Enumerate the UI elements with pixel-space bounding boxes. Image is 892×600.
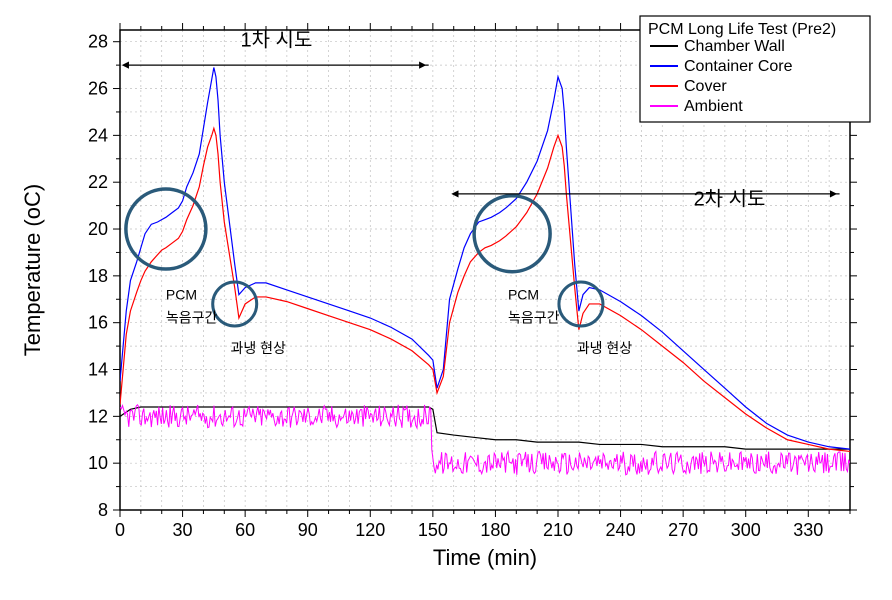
y-tick-label: 10 xyxy=(88,453,108,473)
annotation-text: 녹음구간 xyxy=(508,310,560,326)
x-tick-label: 300 xyxy=(731,520,761,540)
annotation-text: 과냉 현상 xyxy=(577,340,633,356)
x-axis-label: Time (min) xyxy=(433,545,537,570)
annotation-text: PCM xyxy=(508,286,539,302)
annotation-text: 과냉 현상 xyxy=(231,340,287,356)
y-tick-label: 14 xyxy=(88,360,108,380)
legend-label: Ambient xyxy=(684,98,743,115)
temperature-chart: 0 30 60 90 120 150 180 210 240 270 300 330 8 10 12 14 16… xyxy=(0,0,892,600)
annotation-text: 1차 시도 xyxy=(240,28,312,51)
x-tick-label: 30 xyxy=(173,520,193,540)
x-tick-label: 90 xyxy=(298,520,318,540)
y-tick-label: 28 xyxy=(88,32,108,52)
x-tick-label: 60 xyxy=(235,520,255,540)
annotation-text: 2차 시도 xyxy=(694,188,766,211)
x-tick-label: 270 xyxy=(668,520,698,540)
x-tick-label: 120 xyxy=(355,520,385,540)
y-axis-label: Temperature (oC) xyxy=(20,184,45,356)
y-tick-label: 18 xyxy=(88,266,108,286)
x-tick-label: 180 xyxy=(480,520,510,540)
x-tick-label: 240 xyxy=(606,520,636,540)
chart-container: 0 30 60 90 120 150 180 210 240 270 300 330 8 10 12 14 16… xyxy=(0,0,892,600)
annotation-text: PCM xyxy=(166,286,197,302)
y-tick-label: 20 xyxy=(88,219,108,239)
y-tick-label: 8 xyxy=(98,500,108,520)
legend-title: PCM Long Life Test (Pre2) xyxy=(648,21,836,38)
x-tick-label: 150 xyxy=(418,520,448,540)
legend-label: Cover xyxy=(684,78,727,95)
legend-label: Container Core xyxy=(684,58,793,75)
y-tick-label: 22 xyxy=(88,172,108,192)
legend-label: Chamber Wall xyxy=(684,38,785,55)
y-tick-label: 26 xyxy=(88,79,108,99)
annotation-text: 녹음구간 xyxy=(166,310,218,326)
x-tick-label: 210 xyxy=(543,520,573,540)
y-tick-label: 16 xyxy=(88,313,108,333)
x-tick-label: 0 xyxy=(115,520,125,540)
y-tick-label: 12 xyxy=(88,406,108,426)
y-tick-label: 24 xyxy=(88,125,108,145)
x-tick-label: 330 xyxy=(793,520,823,540)
